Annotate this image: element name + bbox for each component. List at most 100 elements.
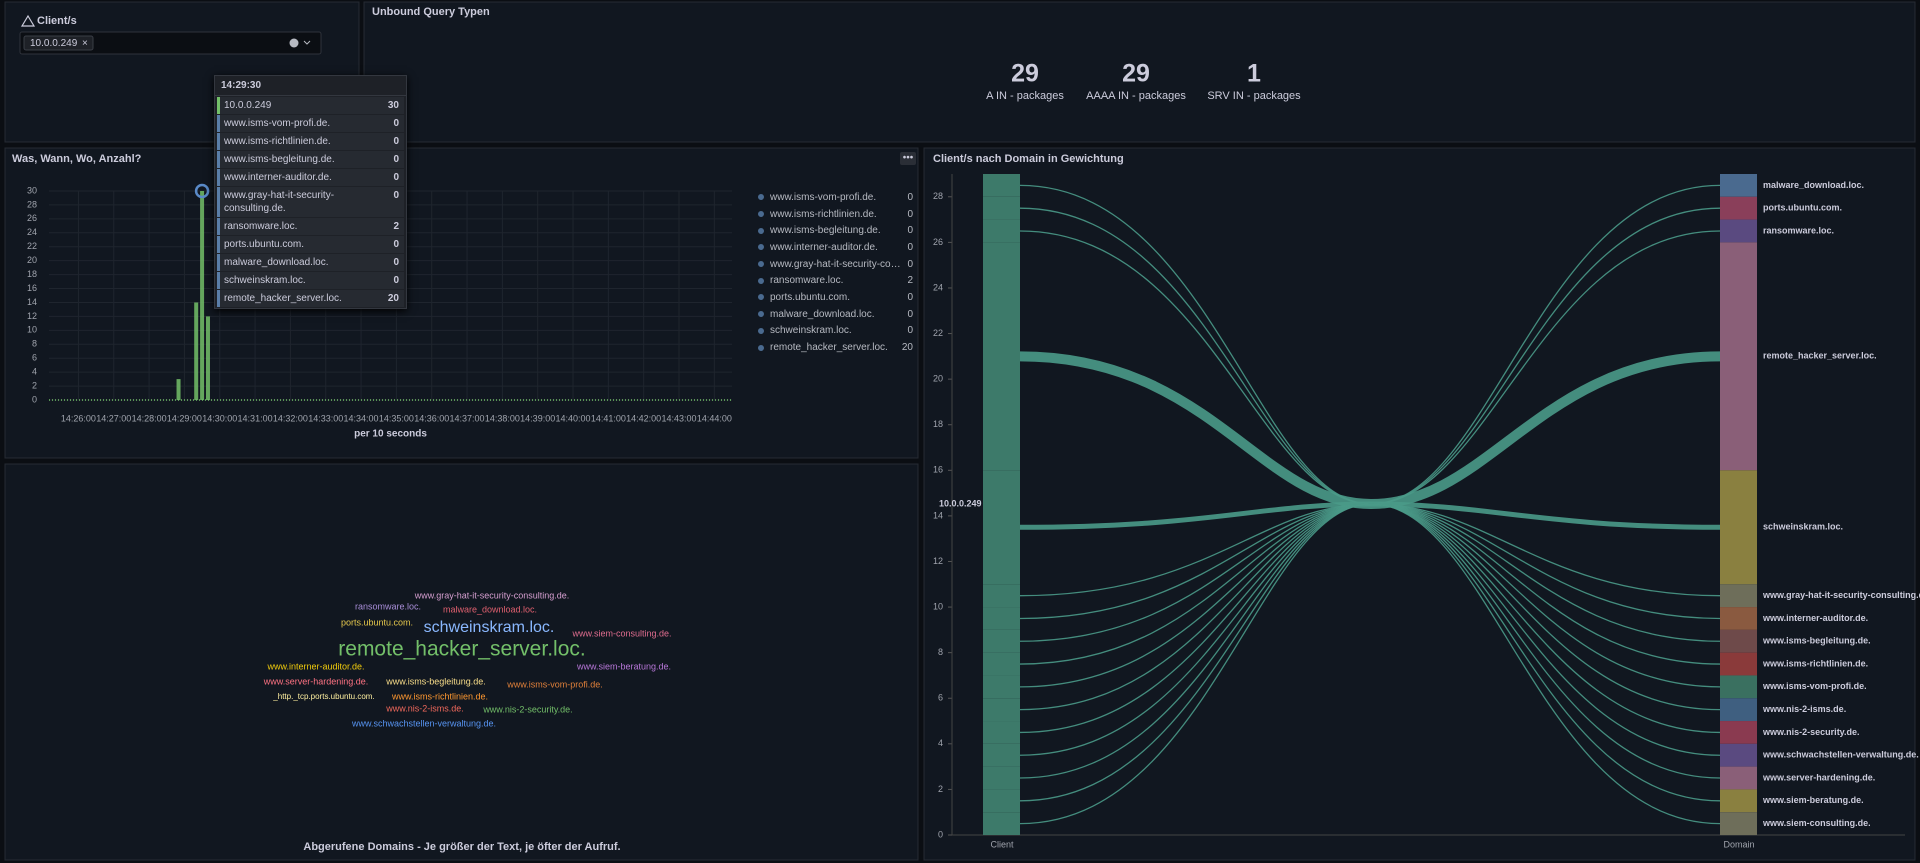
tooltip-name: ports.ubuntu.com.: [224, 239, 305, 250]
tooltip-value: 0: [393, 172, 399, 183]
legend-swatch: [758, 311, 764, 318]
target-node: [1720, 743, 1757, 767]
tooltip-row: remote_hacker_server.loc. 20: [217, 290, 404, 307]
panel-menu-icon[interactable]: •••: [903, 153, 914, 164]
legend-value: 20: [901, 342, 913, 354]
word: www.siem-consulting.de.: [571, 628, 671, 638]
word: _http._tcp.ports.ubuntu.com.: [272, 692, 374, 701]
word: schweinskram.loc.: [424, 619, 555, 636]
target-node: [1720, 812, 1757, 835]
word: www.isms-begleitung.de.: [385, 676, 486, 686]
word: www.nis-2-security.de.: [482, 704, 572, 714]
client-select[interactable]: [19, 31, 322, 55]
legend-swatch: [758, 277, 764, 284]
x-tick-label: 14:36:00: [414, 413, 449, 423]
target-label: www.server-hardening.de.: [1762, 772, 1875, 782]
word: www.isms-richtlinien.de.: [391, 691, 488, 701]
target-label: www.isms-richtlinien.de.: [1762, 658, 1868, 668]
target-node: [1720, 675, 1757, 699]
stat-label: A IN - packages: [986, 90, 1064, 102]
word: www.gray-hat-it-security-consulting.de.: [414, 590, 570, 600]
tooltip-value: 0: [393, 239, 399, 250]
target-node: [1720, 766, 1757, 790]
y-tick-label: 14: [27, 297, 37, 307]
source-segment: [983, 721, 1020, 744]
bar: [194, 302, 199, 400]
x-axis-label: per 10 seconds: [354, 429, 427, 440]
x-tick-label: 14:35:00: [379, 413, 414, 423]
tooltip-value: 0: [393, 136, 399, 147]
legend-swatch: [758, 211, 764, 218]
y-tick-label: 22: [27, 241, 37, 251]
x-tick-label: 14:27:00: [96, 413, 131, 423]
legend-name: ports.ubuntu.com.: [770, 291, 851, 303]
legend-item: www.gray-hat-it-security-consulting.de. 0: [758, 256, 913, 273]
legend-name: www.interner-auditor.de.: [770, 241, 878, 253]
legend-value: 0: [907, 191, 913, 203]
legend-swatch: [758, 194, 764, 201]
word-cloud-panel: [4, 463, 919, 861]
legend-name: www.gray-hat-it-security-consulting.de.: [770, 258, 902, 270]
target-label: www.schwachstellen-verwaltung.de.: [1762, 750, 1919, 760]
legend-swatch: [758, 244, 764, 251]
legend-swatch: [758, 294, 764, 301]
bar: [176, 379, 181, 400]
tooltip-row: www.gray-hat-it-security-consulting.de. 0: [217, 187, 404, 217]
target-node: [1720, 698, 1757, 722]
target-node: [1720, 196, 1757, 220]
target-node: [1720, 652, 1757, 676]
clear-button[interactable]: [289, 38, 299, 48]
y-tick-label: 16: [27, 283, 37, 293]
target-node: [1720, 721, 1757, 744]
tooltip-name: www.interner-auditor.de.: [224, 172, 332, 183]
tooltip-time: 14:29:30: [215, 76, 406, 96]
legend-name: www.isms-richtlinien.de.: [770, 208, 877, 220]
y-tick-label: 4: [938, 738, 943, 748]
tooltip-name: www.isms-richtlinien.de.: [224, 136, 331, 147]
panel-menu[interactable]: [900, 152, 916, 165]
stat-value: 29: [1122, 60, 1150, 88]
source-segment: [983, 629, 1020, 653]
word-cloud-caption: Abgerufene Domains - Je größer der Text,…: [303, 841, 620, 853]
legend-swatch: [758, 227, 764, 234]
x-tick-label: 14:43:00: [661, 413, 696, 423]
y-tick-label: 14: [933, 510, 943, 520]
source-segment: [983, 789, 1020, 813]
client-chip[interactable]: [23, 35, 94, 51]
tooltip-row: www.isms-richtlinien.de. 0: [217, 133, 404, 150]
time-panel: [4, 147, 919, 459]
y-tick-label: 24: [933, 282, 943, 292]
panel-title: Unbound Query Typen: [372, 6, 490, 18]
chip-remove[interactable]: ×: [82, 38, 88, 49]
target-label: www.isms-begleitung.de.: [1762, 636, 1871, 646]
sankey-link: [1019, 503, 1721, 825]
y-tick-label: 20: [27, 255, 37, 265]
stat-label: SRV IN - packages: [1207, 90, 1301, 102]
y-tick-label: 8: [32, 339, 37, 349]
legend-name: ransomware.loc.: [770, 275, 844, 287]
x-tick-label: 14:31:00: [238, 413, 273, 423]
y-tick-label: 0: [32, 394, 37, 404]
legend-item: malware_download.loc. 0: [758, 306, 913, 323]
legend-item: ransomware.loc. 2: [758, 272, 913, 289]
target-label: www.siem-consulting.de.: [1762, 818, 1871, 828]
target-node: [1720, 470, 1757, 585]
word: www.interner-auditor.de.: [266, 661, 364, 671]
target-label: www.interner-auditor.de.: [1762, 613, 1868, 623]
target-label: www.isms-vom-profi.de.: [1762, 681, 1867, 691]
target-label: www.nis-2-isms.de.: [1762, 704, 1846, 714]
y-tick-label: 20: [933, 374, 943, 384]
panel-title: Was, Wann, Wo, Anzahl?: [12, 153, 142, 165]
legend-value: 2: [907, 275, 913, 287]
dropdown-arrow[interactable]: [303, 40, 311, 45]
word: ports.ubuntu.com.: [341, 617, 413, 627]
stat-panel: [363, 1, 1916, 143]
tooltip-row: www.isms-vom-profi.de. 0: [217, 115, 404, 132]
tooltip-value: 0: [393, 275, 399, 286]
legend-name: www.isms-vom-profi.de.: [770, 191, 877, 203]
legend-value: 0: [907, 208, 913, 220]
source-label: 10.0.0.249: [939, 498, 982, 508]
warning-icon: [20, 14, 36, 27]
